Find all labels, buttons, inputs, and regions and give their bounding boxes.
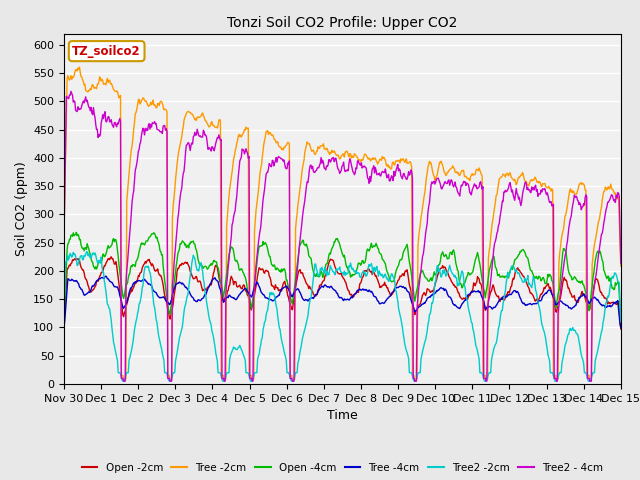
Tree -2cm [76, 64, 83, 70]
Open -4cm [185, 245, 193, 251]
Tree2 - 4cm [71, 99, 79, 105]
Tree -4cm [411, 309, 419, 314]
Open -4cm [72, 229, 80, 235]
Tree -4cm [102, 273, 109, 279]
Open -2cm [617, 326, 625, 332]
Tree2 -2cm [70, 252, 78, 258]
Text: TZ_soilco2: TZ_soilco2 [72, 45, 141, 58]
Open -4cm [411, 299, 419, 304]
Open -2cm [70, 257, 78, 263]
Tree2 -2cm [60, 311, 68, 317]
Open -2cm [185, 263, 193, 268]
Tree2 - 4cm [60, 235, 68, 241]
Tree2 - 4cm [129, 192, 137, 198]
Tree -2cm [128, 142, 136, 148]
Tree -2cm [214, 122, 222, 128]
Line: Open -2cm: Open -2cm [64, 257, 621, 329]
Open -4cm [428, 275, 435, 281]
Tree -2cm [185, 108, 193, 114]
Tree -4cm [428, 292, 435, 298]
Tree -2cm [617, 264, 625, 269]
Tree -4cm [128, 284, 136, 289]
Open -2cm [411, 312, 419, 317]
Tree2 -2cm [129, 340, 137, 346]
Open -4cm [70, 233, 78, 239]
Open -2cm [60, 322, 68, 328]
Tree2 -2cm [617, 319, 625, 324]
Open -4cm [214, 264, 222, 270]
Tree -4cm [60, 324, 68, 330]
Tree2 -2cm [186, 279, 193, 285]
Tree -4cm [617, 324, 625, 330]
X-axis label: Time: Time [327, 409, 358, 422]
Tree2 - 4cm [428, 179, 436, 185]
Line: Tree -4cm: Tree -4cm [64, 276, 621, 327]
Tree2 - 4cm [617, 261, 625, 266]
Tree -4cm [185, 288, 193, 294]
Tree -2cm [60, 228, 68, 234]
Tree2 -2cm [412, 378, 419, 384]
Line: Tree2 -2cm: Tree2 -2cm [64, 252, 621, 381]
Tree2 - 4cm [215, 132, 223, 138]
Open -2cm [214, 269, 222, 275]
Tree2 - 4cm [67, 88, 75, 94]
Open -4cm [128, 264, 136, 270]
Title: Tonzi Soil CO2 Profile: Upper CO2: Tonzi Soil CO2 Profile: Upper CO2 [227, 16, 458, 30]
Tree2 -2cm [119, 378, 127, 384]
Open -2cm [128, 288, 136, 294]
Tree -4cm [70, 278, 78, 284]
Open -4cm [60, 317, 68, 323]
Tree2 -2cm [83, 249, 90, 254]
Open -4cm [617, 317, 625, 323]
Tree -2cm [70, 73, 78, 79]
Open -2cm [428, 289, 435, 295]
Tree2 -2cm [428, 300, 436, 306]
Tree2 - 4cm [186, 143, 193, 149]
Tree -2cm [411, 378, 419, 384]
Tree -4cm [214, 279, 222, 285]
Tree2 - 4cm [412, 378, 419, 384]
Line: Open -4cm: Open -4cm [64, 232, 621, 320]
Tree2 -2cm [215, 370, 223, 375]
Legend: Open -2cm, Tree -2cm, Open -4cm, Tree -4cm, Tree2 -2cm, Tree2 - 4cm: Open -2cm, Tree -2cm, Open -4cm, Tree -4… [77, 458, 607, 477]
Tree -2cm [412, 377, 419, 383]
Y-axis label: Soil CO2 (ppm): Soil CO2 (ppm) [15, 161, 28, 256]
Line: Tree -2cm: Tree -2cm [64, 67, 621, 381]
Tree2 - 4cm [120, 378, 127, 384]
Line: Tree2 - 4cm: Tree2 - 4cm [64, 91, 621, 381]
Tree -2cm [428, 165, 436, 170]
Open -2cm [108, 254, 115, 260]
